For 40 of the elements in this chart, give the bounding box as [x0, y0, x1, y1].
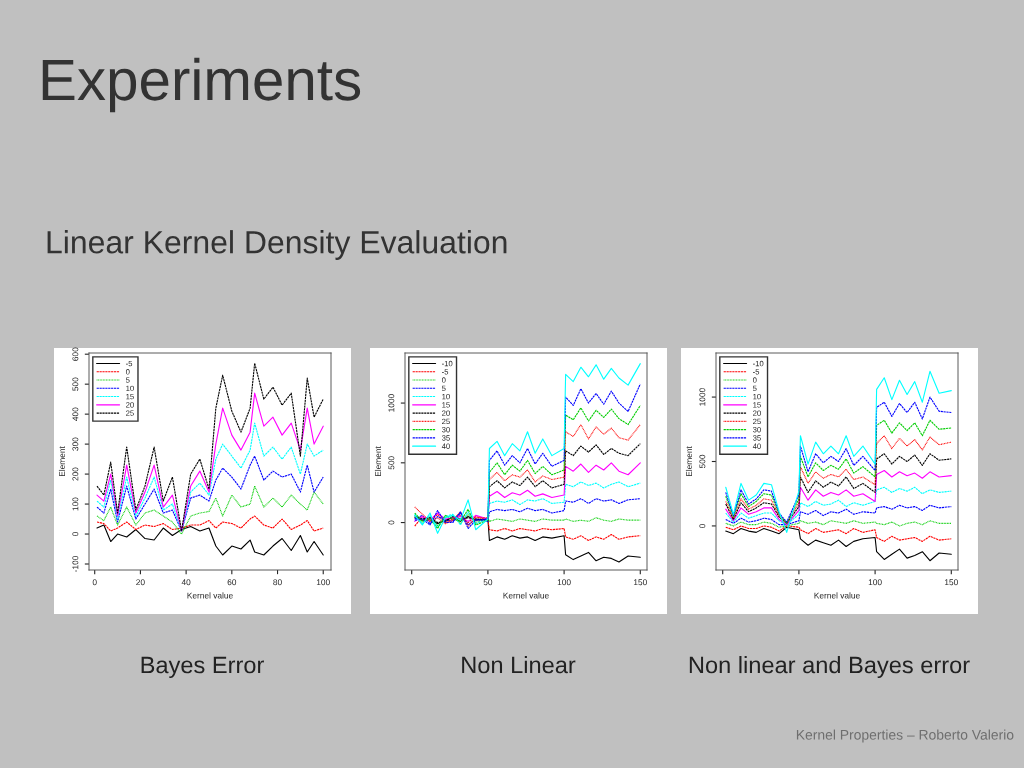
text: Linear Kernel Density Evaluation: [47, 230, 507, 260]
y-tick-label: 0: [72, 532, 79, 537]
text: Bayes Error: [141, 656, 264, 679]
x-tick-label: 150: [944, 579, 958, 586]
y-tick-label: -100: [72, 555, 79, 572]
x-tick-label: 100: [868, 579, 882, 586]
x-tick-label: 100: [316, 579, 330, 586]
y-tick-label: 200: [72, 467, 79, 481]
x-axis-title: Kernel value: [187, 592, 233, 599]
y-tick-label: 400: [72, 407, 79, 421]
y-tick-label: 500: [699, 454, 706, 469]
y-axis-title: Element: [374, 446, 381, 477]
y-axis-title: Element: [685, 446, 692, 477]
x-axis-title: Kernel value: [814, 592, 860, 599]
x-tick-label: 50: [794, 579, 804, 586]
x-tick-label: 80: [273, 579, 282, 586]
x-tick-label: 60: [227, 579, 237, 586]
text: Non Linear: [462, 655, 576, 674]
x-tick-label: 0: [92, 579, 97, 586]
text: Non linear and Bayes error: [689, 655, 970, 679]
x-tick-label: 100: [557, 579, 571, 586]
y-tick-label: 500: [388, 456, 395, 470]
y-tick-label: 1000: [699, 388, 706, 406]
x-tick-label: 40: [181, 579, 191, 586]
x-tick-label: 0: [409, 579, 414, 586]
text: Experiments: [42, 57, 361, 113]
x-axis-title: Kernel value: [503, 592, 549, 599]
y-tick-label: 100: [72, 497, 79, 511]
y-tick-label: 600: [72, 347, 79, 361]
x-tick-label: 0: [720, 579, 725, 586]
y-tick-label: 0: [699, 523, 706, 528]
y-tick-label: 500: [72, 377, 79, 391]
x-tick-label: 150: [633, 579, 647, 586]
x-tick-label: 50: [483, 579, 493, 586]
y-tick-label: 300: [72, 437, 79, 451]
y-tick-label: 0: [388, 520, 395, 525]
y-tick-label: 1000: [388, 394, 395, 412]
x-tick-label: 20: [136, 579, 145, 586]
text: Kernel Properties – Roberto Valerio: [796, 729, 1014, 743]
y-axis-title: Element: [58, 446, 65, 477]
